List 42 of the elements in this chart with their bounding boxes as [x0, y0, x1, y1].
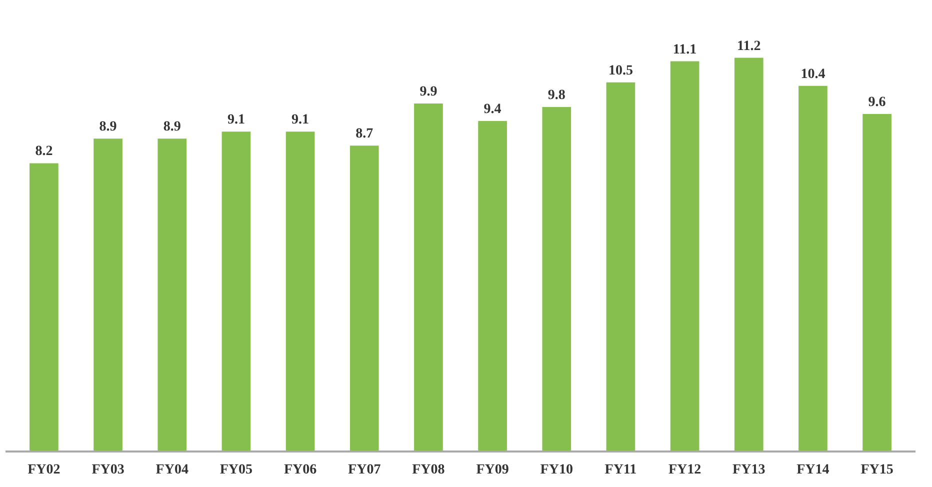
x-tick-label: FY08 — [412, 462, 445, 478]
bar — [606, 82, 636, 452]
bar — [862, 114, 892, 452]
x-tick-label: FY02 — [28, 462, 60, 478]
bar — [798, 86, 828, 452]
bar — [478, 121, 507, 452]
x-tick-label: FY06 — [284, 462, 317, 478]
data-label: 9.1 — [227, 112, 245, 128]
data-label: 9.6 — [868, 95, 886, 110]
x-tick-label: FY03 — [92, 462, 124, 478]
data-label: 8.9 — [163, 120, 181, 135]
x-tick-label: FY05 — [220, 462, 253, 478]
data-label: 9.1 — [292, 112, 310, 128]
bar — [350, 146, 379, 452]
bar — [158, 138, 187, 452]
x-tick-label: FY04 — [156, 462, 188, 478]
data-label: 9.4 — [484, 102, 502, 118]
x-tick-label: FY11 — [604, 462, 637, 478]
bar — [286, 132, 315, 452]
x-tick-label: FY12 — [668, 462, 702, 478]
x-tick-label: FY07 — [348, 462, 381, 478]
bar — [542, 106, 572, 452]
data-label: 8.7 — [356, 126, 374, 142]
data-label: 8.9 — [99, 120, 117, 135]
bar — [670, 61, 700, 452]
data-label: 10.4 — [800, 66, 826, 82]
x-tick-label: FY13 — [732, 462, 766, 478]
data-label: 8.2 — [35, 144, 53, 160]
data-label: 11.1 — [672, 42, 697, 58]
bar — [94, 138, 122, 452]
data-label: 10.5 — [608, 63, 633, 78]
x-tick-label: FY14 — [796, 462, 830, 478]
x-tick-label: FY10 — [540, 462, 573, 478]
x-tick-label: FY09 — [476, 462, 509, 478]
bar — [414, 103, 443, 452]
bar — [222, 132, 251, 452]
data-label: 9.9 — [420, 84, 438, 100]
x-tick-label: FY15 — [860, 462, 894, 478]
data-label: 9.8 — [548, 88, 566, 103]
bar — [30, 163, 58, 452]
bar — [734, 58, 764, 452]
data-label: 11.2 — [737, 38, 761, 54]
